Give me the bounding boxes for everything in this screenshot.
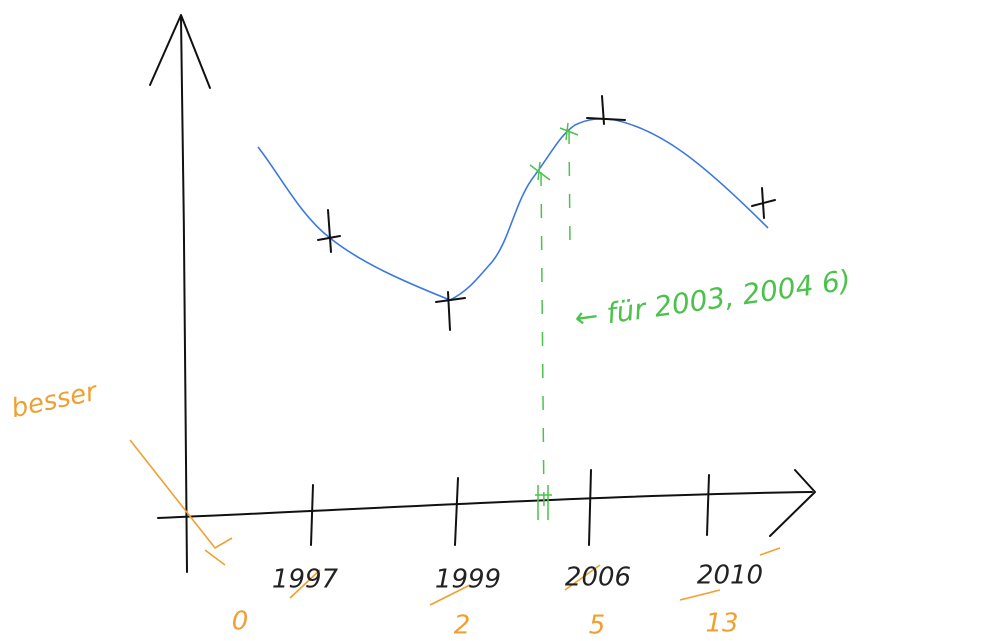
- guide-lines: [540, 129, 571, 511]
- x-ticks: [310, 469, 710, 546]
- side-note: besser: [9, 376, 102, 424]
- index-label: 13: [705, 609, 738, 639]
- index-label: 5: [589, 611, 606, 641]
- green-note: ← für 2003, 2004 6): [572, 263, 852, 334]
- side-arrow: [129, 439, 233, 566]
- x-arrow: [769, 469, 816, 537]
- index-label: 2: [454, 611, 471, 641]
- index-label: 0: [232, 607, 249, 637]
- y-axis: [180, 17, 188, 573]
- curve-marks: [317, 95, 776, 331]
- curve: [257, 118, 769, 301]
- x-axis: [157, 491, 813, 519]
- year-label: 2010: [697, 561, 763, 591]
- y-arrow: [149, 14, 211, 89]
- guide-marks: [529, 122, 579, 520]
- year-label: 2006: [565, 563, 631, 593]
- year-label: 1999: [435, 565, 501, 595]
- year-label: 1997: [272, 565, 339, 595]
- strikes: [289, 547, 781, 606]
